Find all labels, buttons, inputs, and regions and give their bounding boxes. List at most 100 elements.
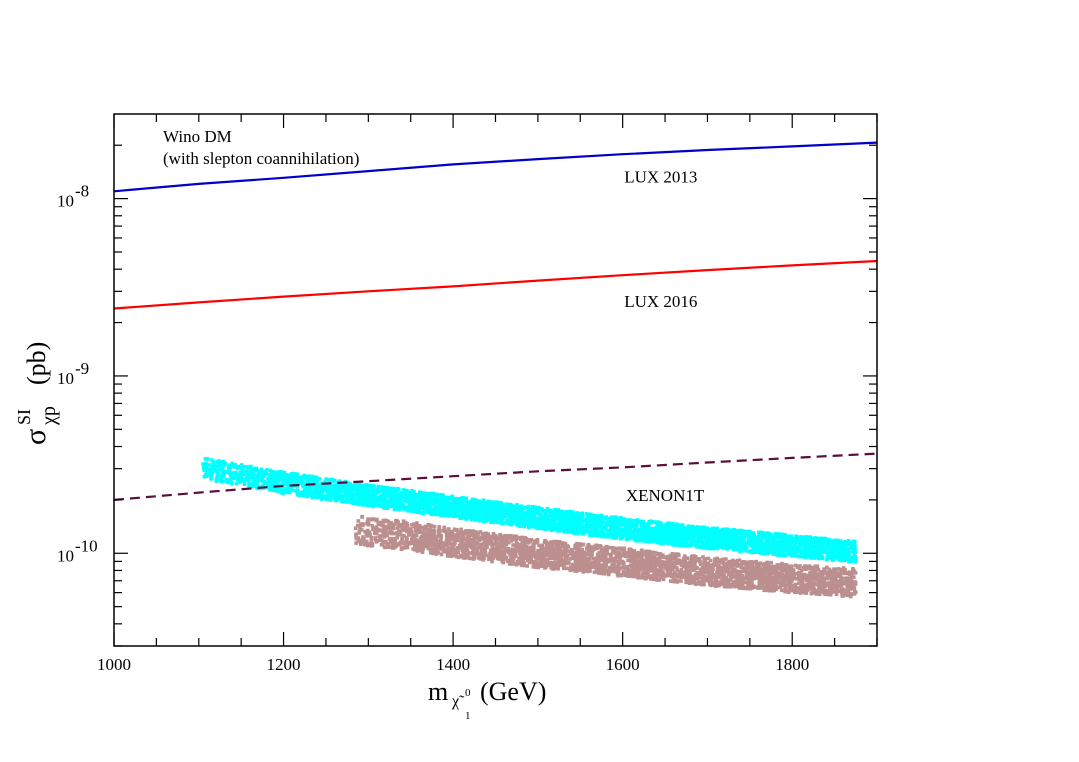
scatter-point (220, 467, 225, 471)
scatter-point (670, 536, 675, 540)
scatter-point (593, 517, 598, 521)
scatter-point (488, 511, 492, 515)
scatter-point (230, 461, 235, 466)
scatter-point (613, 516, 618, 520)
scatter-point (205, 457, 210, 461)
scatter-point (745, 560, 750, 565)
scatter-point (375, 487, 380, 492)
scatter-point (317, 487, 322, 492)
scatter-point (412, 502, 417, 507)
scatter-point (568, 525, 573, 530)
scatter-point (595, 533, 600, 538)
scatter-point (708, 531, 712, 536)
scatter-point (557, 528, 562, 533)
scatter-point (728, 544, 733, 549)
scatter-point (229, 481, 234, 486)
scatter-point (430, 512, 434, 516)
scatter-point (769, 560, 773, 565)
scatter-point (631, 562, 635, 566)
scatter-point (759, 536, 763, 541)
scatter-point (675, 539, 680, 543)
scatter-point (819, 549, 824, 554)
scatter-point (582, 559, 586, 563)
scatter-point (725, 539, 730, 543)
scatter-point (474, 502, 478, 506)
scatter-point (551, 520, 556, 524)
scatter-point (580, 511, 585, 516)
scatter-point (700, 542, 705, 547)
scatter-point (290, 485, 294, 489)
scatter-point (337, 492, 342, 497)
scatter-point (753, 549, 758, 554)
scatter-point (774, 540, 779, 545)
scatter-point (379, 534, 383, 538)
scatter-point (304, 484, 308, 489)
scatter-point (537, 562, 542, 567)
scatter-point (460, 500, 464, 505)
scatter-point (658, 523, 662, 527)
scatter-point (722, 540, 727, 544)
scatter-point (750, 531, 755, 536)
scatter-point (340, 499, 344, 504)
scatter-point (658, 564, 662, 569)
scatter-point (359, 497, 363, 502)
scatter-point (463, 505, 468, 510)
scatter-point (494, 500, 499, 504)
scatter-point (815, 550, 820, 555)
scatter-point (631, 524, 635, 529)
scatter-point (332, 493, 336, 498)
scatter-point (775, 535, 779, 540)
scatter-point (262, 473, 267, 478)
scatter-point (741, 537, 746, 542)
scatter-point (702, 530, 707, 535)
scatter-point (733, 537, 738, 541)
scatter-point (429, 532, 434, 537)
scatter-point (201, 462, 205, 466)
scatter-point (426, 497, 430, 501)
scatter-point (352, 492, 357, 497)
scatter-point (461, 514, 466, 518)
scatter-point (765, 533, 770, 538)
scatter-point (813, 544, 817, 548)
scatter-point (380, 494, 384, 498)
scatter-point (771, 542, 775, 546)
scatter-point (685, 526, 690, 531)
scatter-point (348, 482, 353, 487)
scatter-point (458, 515, 463, 520)
scatter-point (731, 547, 736, 552)
scatter-point (585, 521, 590, 526)
scatter-point (578, 514, 583, 519)
scatter-point (685, 539, 689, 543)
scatter-point (453, 511, 458, 515)
scatter-point (398, 540, 403, 545)
scatter-point (758, 544, 762, 549)
scatter-point (573, 526, 578, 531)
scatter-point (721, 543, 726, 547)
scatter-point (674, 531, 679, 535)
scatter-point (265, 468, 269, 472)
scatter-point (608, 528, 612, 533)
scatter-point (398, 505, 402, 509)
scatter-point (750, 550, 755, 554)
scatter-point (474, 498, 479, 503)
scatter-point (444, 496, 449, 501)
scatter-point (370, 500, 374, 505)
scatter-point (619, 536, 623, 541)
scatter-point (337, 483, 341, 488)
scatter-point (688, 530, 693, 535)
scatter-point (565, 509, 569, 514)
scatter-point (320, 489, 325, 493)
scatter-point (546, 521, 551, 525)
scatter-point (620, 527, 624, 532)
scatter-point (608, 526, 613, 531)
scatter-point (383, 497, 388, 502)
scatter-point (204, 474, 209, 478)
scatter-point (561, 510, 566, 515)
scatter-point (432, 509, 436, 514)
scatter-point (642, 529, 647, 533)
scatter-point (359, 495, 364, 499)
scatter-point (539, 506, 543, 511)
scatter-point (497, 510, 501, 515)
scatter-point (703, 546, 708, 550)
scatter-point (679, 567, 684, 572)
